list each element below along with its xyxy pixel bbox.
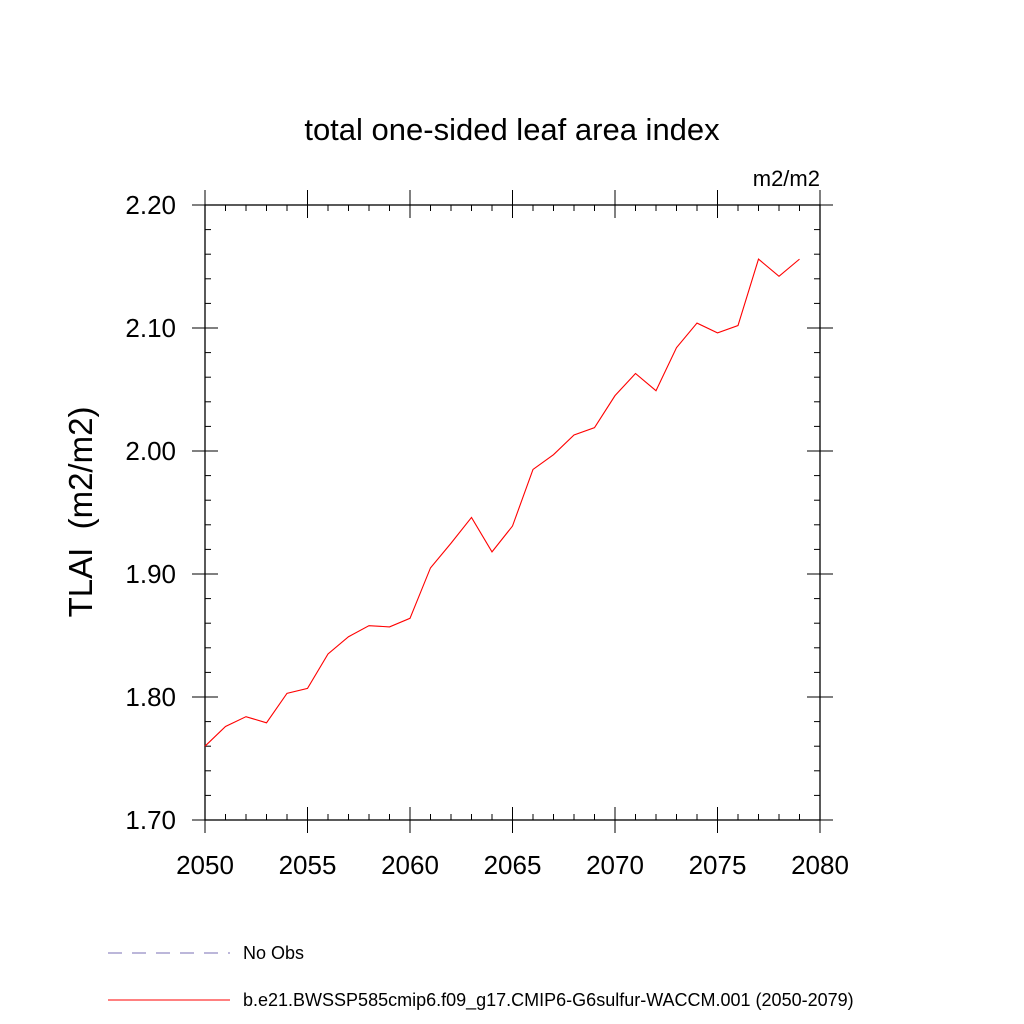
y-tick-label: 1.90 bbox=[125, 559, 176, 589]
x-tick-label: 2075 bbox=[689, 850, 747, 880]
x-tick-label: 2065 bbox=[484, 850, 542, 880]
series-layer bbox=[204, 258, 800, 747]
y-axis-label: TLAI (m2/m2) bbox=[62, 407, 99, 618]
series-line bbox=[204, 258, 800, 747]
x-tick-label: 2050 bbox=[176, 850, 234, 880]
y-tick-label: 2.00 bbox=[125, 436, 176, 466]
x-tick-label: 2055 bbox=[279, 850, 337, 880]
y-tick-label: 2.20 bbox=[125, 190, 176, 220]
plot-frame bbox=[204, 204, 821, 821]
legend: No Obs b.e21.BWSSP585cmip6.f09_g17.CMIP6-… bbox=[108, 943, 854, 1011]
y-tick-label: 2.10 bbox=[125, 313, 176, 343]
y-tick-label: 1.80 bbox=[125, 682, 176, 712]
units-label: m2/m2 bbox=[753, 166, 820, 191]
axis-ticks: 2050 2055 2060 2065 2070 2075 2080 1.70 1.80 1.90… bbox=[125, 190, 849, 880]
chart-title: total one-sided leaf area index bbox=[304, 112, 720, 147]
x-tick-label: 2080 bbox=[791, 850, 849, 880]
legend-label: No Obs bbox=[243, 943, 304, 963]
x-tick-label: 2070 bbox=[586, 850, 644, 880]
legend-label: b.e21.BWSSP585cmip6.f09_g17.CMIP6-G6sulf… bbox=[243, 990, 854, 1011]
y-tick-label: 1.70 bbox=[125, 805, 176, 835]
x-tick-label: 2060 bbox=[381, 850, 439, 880]
